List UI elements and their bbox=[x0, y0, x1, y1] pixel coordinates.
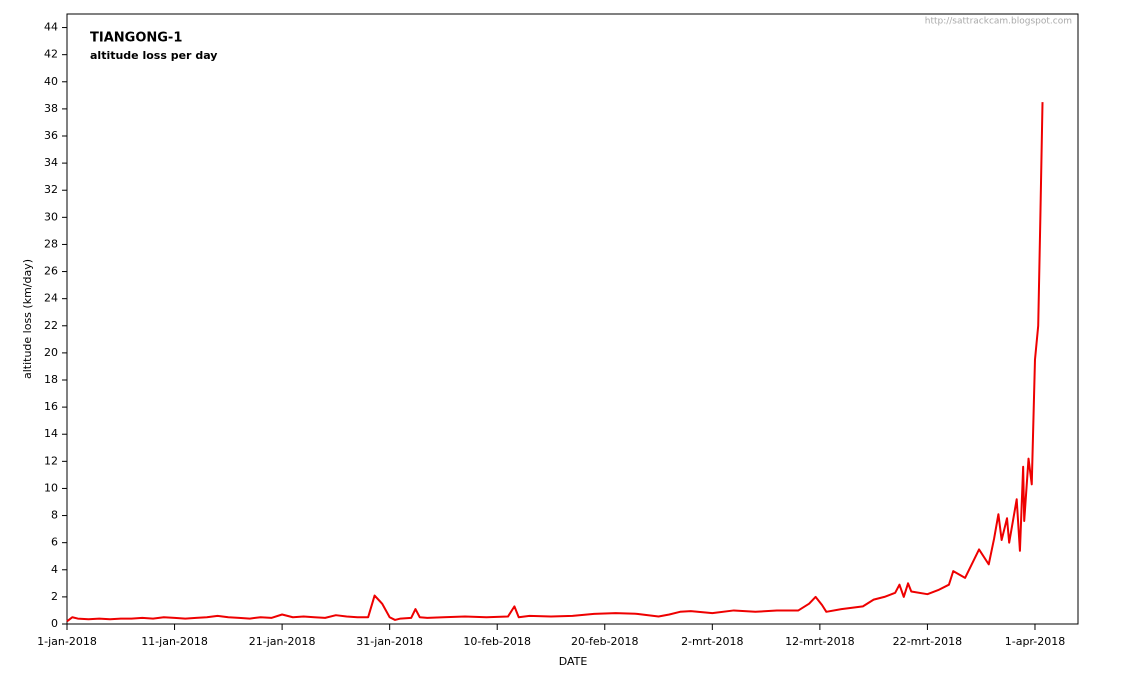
y-axis-label: altitude loss (km/day) bbox=[21, 259, 34, 379]
y-tick-label: 14 bbox=[44, 427, 58, 440]
y-tick-label: 40 bbox=[44, 75, 58, 88]
y-tick-label: 20 bbox=[44, 346, 58, 359]
x-axis-label: DATE bbox=[559, 655, 588, 668]
y-tick-label: 36 bbox=[44, 129, 58, 142]
y-tick-label: 44 bbox=[44, 21, 58, 34]
chart-subtitle: altitude loss per day bbox=[90, 49, 217, 62]
y-tick-label: 38 bbox=[44, 102, 58, 115]
y-tick-label: 22 bbox=[44, 319, 58, 332]
x-tick-label: 1-apr-2018 bbox=[1005, 635, 1065, 648]
y-tick-label: 18 bbox=[44, 373, 58, 386]
chart-title: TIANGONG-1 bbox=[90, 31, 182, 46]
y-tick-label: 42 bbox=[44, 48, 58, 61]
x-tick-label: 31-jan-2018 bbox=[356, 635, 423, 648]
y-tick-label: 32 bbox=[44, 183, 58, 196]
y-tick-label: 0 bbox=[51, 617, 58, 630]
plot-frame bbox=[66, 13, 1079, 625]
y-tick-label: 6 bbox=[51, 536, 58, 549]
y-tick-label: 2 bbox=[51, 590, 58, 603]
y-tick-label: 34 bbox=[44, 156, 58, 169]
y-tick-label: 4 bbox=[51, 563, 58, 576]
x-tick-label: 21-jan-2018 bbox=[249, 635, 316, 648]
x-tick-label: 20-feb-2018 bbox=[571, 635, 639, 648]
watermark: http://sattrackcam.blogspot.com bbox=[925, 17, 1072, 27]
y-tick-label: 30 bbox=[44, 210, 58, 223]
x-tick-label: 11-jan-2018 bbox=[141, 635, 208, 648]
x-tick-label: 22-mrt-2018 bbox=[893, 635, 962, 648]
x-tick-label: 10-feb-2018 bbox=[463, 635, 531, 648]
y-tick-label: 12 bbox=[44, 454, 58, 467]
x-tick-label: 12-mrt-2018 bbox=[785, 635, 854, 648]
y-tick-label: 16 bbox=[44, 400, 58, 413]
y-tick-label: 28 bbox=[44, 237, 58, 250]
y-tick-label: 10 bbox=[44, 481, 58, 494]
x-tick-label: 2-mrt-2018 bbox=[681, 635, 743, 648]
y-tick-label: 26 bbox=[44, 265, 58, 278]
y-tick-label: 8 bbox=[51, 509, 58, 522]
y-tick-label: 24 bbox=[44, 292, 58, 305]
data-line bbox=[66, 102, 1044, 623]
x-tick-label: 1-jan-2018 bbox=[37, 635, 97, 648]
